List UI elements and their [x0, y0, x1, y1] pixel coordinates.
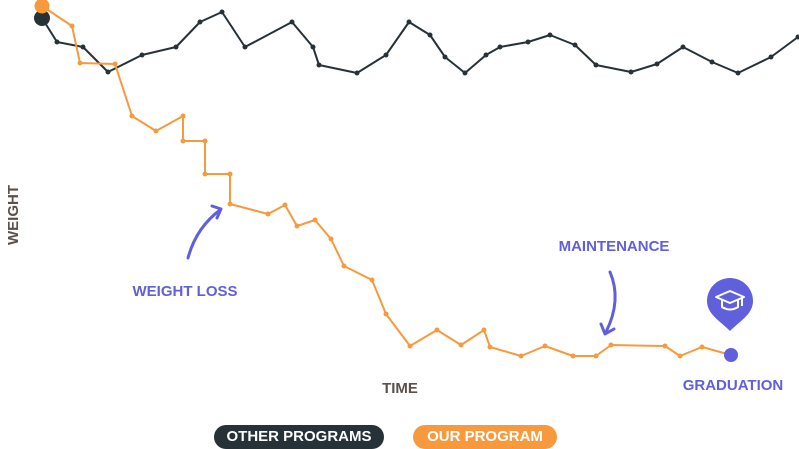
data-point	[427, 32, 433, 38]
data-point	[105, 69, 111, 75]
plot	[34, 0, 799, 362]
arrow	[604, 270, 617, 334]
data-point	[265, 211, 271, 217]
data-point	[481, 327, 487, 333]
data-point	[282, 202, 288, 208]
data-point	[173, 44, 179, 50]
data-point	[709, 59, 715, 65]
legend-pill	[214, 425, 384, 449]
data-point	[677, 353, 683, 359]
data-point	[406, 19, 412, 25]
annotation: WEIGHT LOSS	[133, 283, 238, 300]
data-point	[153, 128, 159, 134]
data-point	[227, 171, 233, 177]
arrow-head	[599, 322, 616, 336]
data-point	[328, 236, 334, 242]
start-point	[34, 10, 50, 26]
data-point	[699, 344, 705, 350]
data-point	[54, 39, 60, 45]
data-point	[458, 342, 464, 348]
data-point	[129, 113, 135, 119]
data-point	[77, 60, 83, 66]
arrow-head	[210, 204, 223, 220]
data-point	[383, 311, 389, 317]
data-point	[180, 138, 186, 144]
data-point	[662, 343, 668, 349]
data-point	[442, 54, 448, 60]
data-point	[462, 70, 468, 76]
data-point	[518, 353, 524, 359]
data-point	[593, 62, 599, 68]
data-point	[795, 34, 799, 40]
y-axis-label: WEIGHT	[5, 185, 22, 245]
x-axis-label: TIME	[382, 380, 418, 397]
data-point	[497, 44, 503, 50]
data-point	[341, 263, 347, 269]
start-point	[34, 0, 50, 14]
data-point	[294, 223, 300, 229]
data-point	[180, 113, 186, 119]
graduation-icon	[707, 278, 753, 331]
data-point	[570, 353, 576, 359]
data-point	[197, 19, 203, 25]
data-point	[369, 277, 375, 283]
data-point	[608, 342, 614, 348]
data-point	[242, 44, 248, 50]
data-point	[383, 52, 389, 58]
data-point	[354, 70, 360, 76]
annotation: GRADUATION	[683, 377, 784, 394]
annotation: MAINTENANCE	[559, 238, 670, 255]
data-point	[434, 327, 440, 333]
data-point	[316, 62, 322, 68]
data-point	[487, 344, 493, 350]
data-point	[69, 23, 75, 29]
data-point	[593, 353, 599, 359]
legend-label: OUR PROGRAM	[427, 428, 543, 445]
data-point	[407, 343, 413, 349]
data-point	[139, 52, 145, 58]
legend-pill	[413, 425, 557, 449]
data-point	[628, 69, 634, 75]
data-point	[680, 44, 686, 50]
data-point	[310, 44, 316, 50]
data-point	[542, 343, 548, 349]
data-point	[483, 52, 489, 58]
data-point	[227, 201, 233, 207]
series-line	[41, 11, 799, 74]
data-point	[312, 217, 318, 223]
graduation-point	[724, 348, 738, 362]
arrow	[186, 208, 222, 260]
data-point	[112, 61, 118, 67]
series-line	[41, 5, 732, 357]
data-point	[202, 171, 208, 177]
data-point	[735, 70, 741, 76]
data-point	[547, 32, 553, 38]
data-point	[202, 138, 208, 144]
data-point	[219, 9, 225, 15]
legend-label: OTHER PROGRAMS	[226, 428, 371, 445]
data-point	[768, 54, 774, 60]
data-point	[80, 44, 86, 50]
data-point	[525, 39, 531, 45]
data-point	[289, 19, 295, 25]
data-point	[654, 61, 660, 67]
data-point	[572, 42, 578, 48]
